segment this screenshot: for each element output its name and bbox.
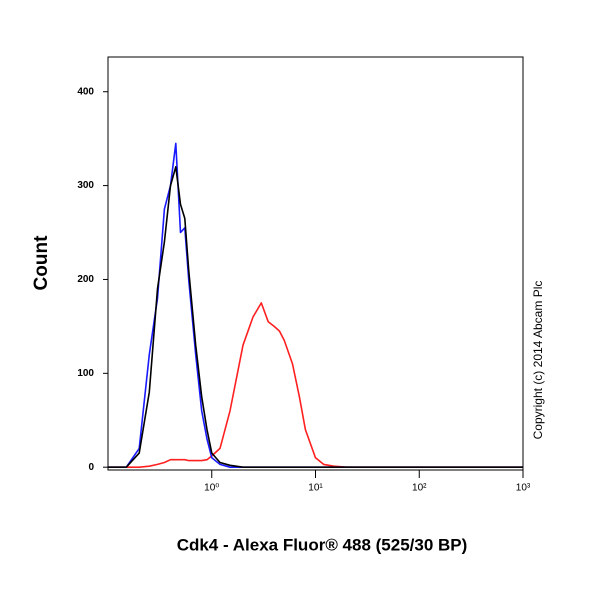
x-tick-label: 10⁰ [204,483,219,494]
y-tick-label: 100 [77,368,94,379]
y-tick-label: 300 [77,180,94,191]
histogram-line [108,166,523,468]
histogram-line [108,302,523,468]
y-tick-label: 400 [77,86,94,97]
x-axis-label: Cdk4 - Alexa Fluor® 488 (525/30 BP) [177,535,468,554]
y-tick-label: 200 [77,274,94,285]
x-tick-label: 10² [412,483,427,494]
x-tick-label: 10³ [516,483,531,494]
copyright: Copyright (c) 2014 Abcam Plc [531,281,545,440]
x-tick-label: 10¹ [308,483,323,494]
y-axis-label: Count [31,235,52,291]
plot-frame [107,56,524,471]
y-tick-label: 0 [88,462,94,473]
